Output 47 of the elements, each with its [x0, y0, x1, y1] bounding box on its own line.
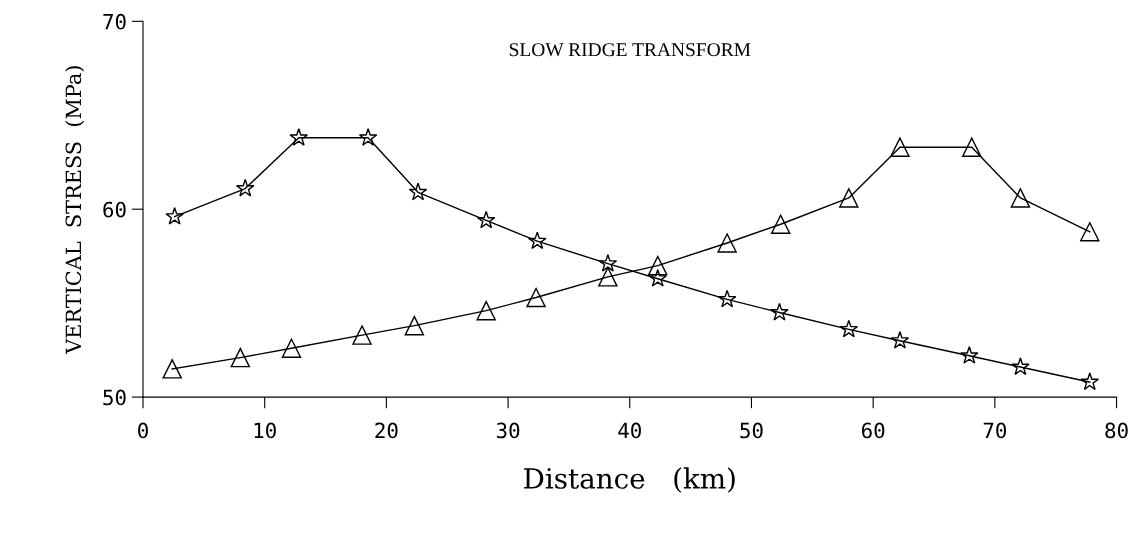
point — [770, 214, 791, 234]
point — [1010, 188, 1031, 208]
point — [162, 359, 182, 379]
point — [235, 178, 255, 197]
point — [890, 330, 910, 349]
x-tick-label: 30 — [496, 422, 520, 439]
point — [598, 253, 618, 272]
point — [890, 137, 910, 157]
point — [717, 289, 737, 308]
point — [526, 287, 546, 308]
point — [598, 267, 618, 287]
y-tick-label: 50 — [103, 389, 126, 406]
point — [528, 231, 547, 250]
point — [717, 233, 737, 253]
x-tick-label: 40 — [618, 422, 641, 439]
text: SLOW RIDGE TRANSFORM — [509, 43, 751, 57]
point — [404, 315, 425, 336]
x-tick-label: 70 — [983, 422, 1007, 439]
point — [648, 268, 668, 287]
x-tick-label: 80 — [1105, 422, 1128, 439]
x-tick-label: 20 — [375, 422, 398, 439]
point — [476, 210, 496, 229]
y-tick-label: 70 — [103, 13, 126, 30]
point — [408, 182, 428, 201]
point — [1080, 222, 1100, 242]
x-tick-label: 60 — [861, 422, 885, 439]
point — [770, 302, 789, 321]
point — [358, 128, 378, 146]
point — [962, 137, 982, 157]
x-tick-label: 50 — [740, 422, 763, 439]
point — [281, 338, 302, 358]
point — [1080, 372, 1100, 391]
x-tick-label: 10 — [254, 422, 276, 439]
point — [352, 325, 372, 345]
x-tick-label: 0 — [138, 422, 148, 439]
y-axis-title: VERTICAL STRESS (MPa) — [65, 66, 85, 355]
y-tick-label: 60 — [103, 201, 126, 218]
point — [230, 347, 251, 368]
point — [839, 188, 859, 208]
point — [165, 206, 184, 225]
point — [289, 128, 309, 146]
x-axis-title: Distance (km) — [524, 467, 735, 493]
point — [648, 255, 668, 276]
point — [476, 300, 496, 321]
point — [1011, 357, 1030, 376]
point — [839, 319, 859, 338]
point — [960, 346, 979, 364]
